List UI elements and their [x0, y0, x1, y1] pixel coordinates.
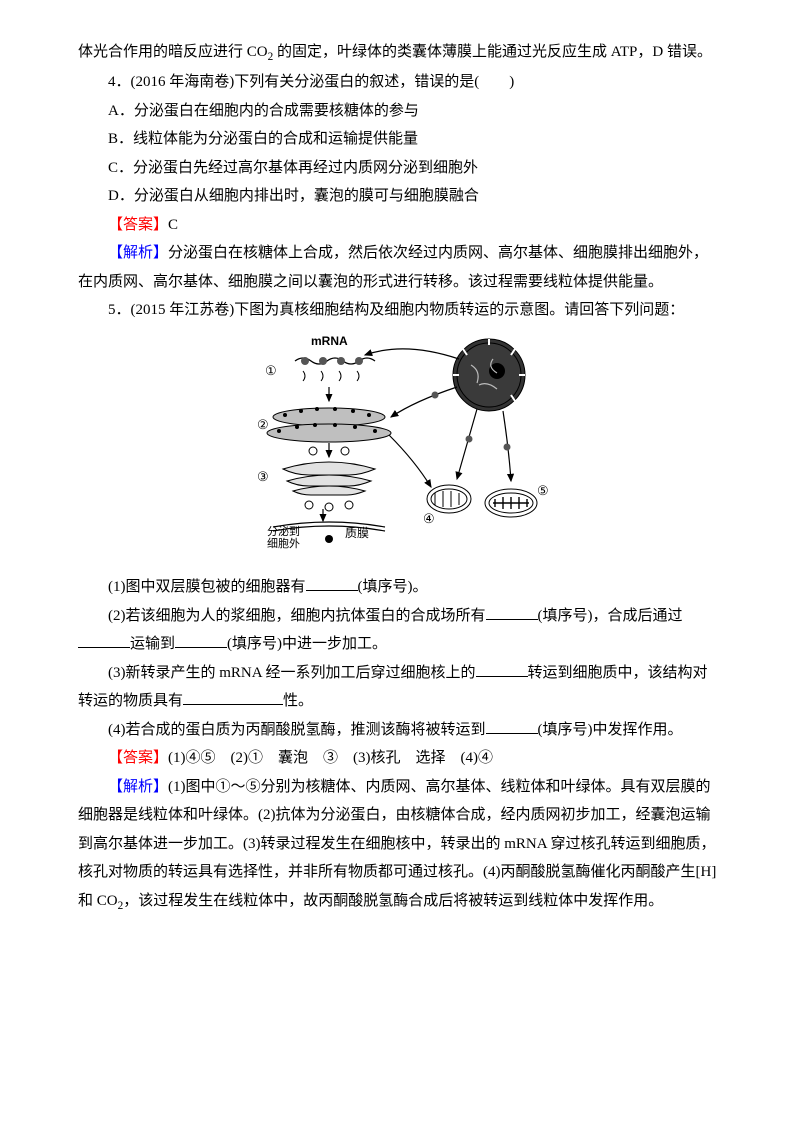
fig-circ5: ⑤ — [537, 483, 549, 498]
fig-label-mrna: mRNA — [311, 334, 348, 348]
q5-p4: (4)若合成的蛋白质为丙酮酸脱氢酶，推测该酶将被转运到 (填序号)中发挥作用。 — [78, 716, 722, 745]
q5-analysis-b: ，该过程发生在线粒体中，故丙酮酸脱氢酶合成后将被转运到线粒体中发挥作用。 — [123, 893, 663, 909]
q4-analysis: 分泌蛋白在核糖体上合成，然后依次经过内质网、高尔基体、细胞膜排出细胞外，在内质网… — [78, 245, 708, 290]
q4-answer-label: 【答案】 — [108, 217, 168, 233]
blank — [78, 632, 130, 648]
intro-text-a: 体光合作用的暗反应进行 CO — [78, 44, 268, 60]
fig-label-mem: 质膜 — [345, 526, 369, 540]
fig-label-export1: 分泌到 — [267, 525, 300, 538]
q5-p4b: (填序号)中发挥作用。 — [538, 722, 683, 738]
q5-p3a: (3)新转录产生的 mRNA 经一系列加工后穿过细胞核上的 — [108, 665, 476, 681]
q5-answer-label: 【答案】 — [108, 750, 168, 766]
blank — [486, 718, 538, 734]
q5-answer-line: 【答案】(1)④⑤ (2)① 囊泡 ③ (3)核孔 选择 (4)④ — [78, 744, 722, 773]
q5-analysis-a: (1)图中①～⑤分别为核糖体、内质网、高尔基体、线粒体和叶绿体。具有双层膜的细胞… — [78, 779, 716, 909]
q4-option-b: B．线粒体能为分泌蛋白的合成和运输提供能量 — [78, 125, 722, 154]
q5-p3c: 性。 — [283, 693, 313, 709]
q5-figure: mRNA ① ② — [78, 331, 722, 570]
q5-p3: (3)新转录产生的 mRNA 经一系列加工后穿过细胞核上的转运到细胞质中，该结构… — [78, 659, 722, 716]
fig-circ1: ① — [265, 363, 277, 378]
blank — [175, 632, 227, 648]
q4-stem: 4．(2016 年海南卷)下列有关分泌蛋白的叙述，错误的是( ) — [78, 68, 722, 97]
fig-er — [267, 407, 391, 442]
q5-p2a: (2)若该细胞为人的浆细胞，细胞内抗体蛋白的合成场所有 — [108, 608, 486, 624]
q4-answer-line: 【答案】C — [78, 211, 722, 240]
q5-p2c: 运输到 — [130, 636, 175, 652]
fig-mito — [427, 485, 471, 513]
q5-stem: 5．(2015 年江苏卷)下图为真核细胞结构及细胞内物质转运的示意图。请回答下列… — [78, 296, 722, 325]
fig-circ3: ③ — [257, 469, 269, 484]
blank — [486, 604, 538, 620]
document-page: 体光合作用的暗反应进行 CO2 的固定，叶绿体的类囊体薄膜上能通过光反应生成 A… — [0, 0, 800, 1132]
q4-option-a: A．分泌蛋白在细胞内的合成需要核糖体的参与 — [78, 97, 722, 126]
q4-answer: C — [168, 217, 178, 233]
fig-chloro — [485, 489, 537, 517]
blank — [476, 661, 528, 677]
fig-circ4: ④ — [423, 511, 435, 526]
intro-text-b: 的固定，叶绿体的类囊体薄膜上能通过光反应生成 ATP，D 错误。 — [273, 44, 712, 60]
q5-analysis-line: 【解析】(1)图中①～⑤分别为核糖体、内质网、高尔基体、线粒体和叶绿体。具有双层… — [78, 773, 722, 917]
q5-p4a: (4)若合成的蛋白质为丙酮酸脱氢酶，推测该酶将被转运到 — [108, 722, 486, 738]
blank — [306, 575, 358, 591]
fig-circ2: ② — [257, 417, 269, 432]
blank — [183, 689, 283, 705]
q5-answer: (1)④⑤ (2)① 囊泡 ③ (3)核孔 选择 (4)④ — [168, 750, 493, 766]
q5-p1: (1)图中双层膜包被的细胞器有 (填序号)。 — [78, 573, 722, 602]
q4-analysis-line: 【解析】分泌蛋白在核糖体上合成，然后依次经过内质网、高尔基体、细胞膜排出细胞外，… — [78, 239, 722, 296]
q4-analysis-label: 【解析】 — [108, 245, 168, 261]
q5-analysis-label: 【解析】 — [108, 779, 168, 795]
q5-p2b: (填序号)，合成后通过 — [538, 608, 683, 624]
cell-diagram-svg: mRNA ① ② — [245, 331, 555, 559]
fig-nucleus — [453, 339, 525, 411]
fig-golgi — [283, 462, 375, 495]
q5-p1a: (1)图中双层膜包被的细胞器有 — [108, 579, 306, 595]
intro-continuation: 体光合作用的暗反应进行 CO2 的固定，叶绿体的类囊体薄膜上能通过光反应生成 A… — [78, 38, 722, 68]
q5-p2: (2)若该细胞为人的浆细胞，细胞内抗体蛋白的合成场所有 (填序号)，合成后通过运输… — [78, 602, 722, 659]
q4-option-c: C．分泌蛋白先经过高尔基体再经过内质网分泌到细胞外 — [78, 154, 722, 183]
q5-p1b: (填序号)。 — [358, 579, 428, 595]
fig-label-export2: 细胞外 — [267, 537, 300, 550]
q5-p2d: (填序号)中进一步加工。 — [227, 636, 387, 652]
q4-option-d: D．分泌蛋白从细胞内排出时，囊泡的膜可与细胞膜融合 — [78, 182, 722, 211]
